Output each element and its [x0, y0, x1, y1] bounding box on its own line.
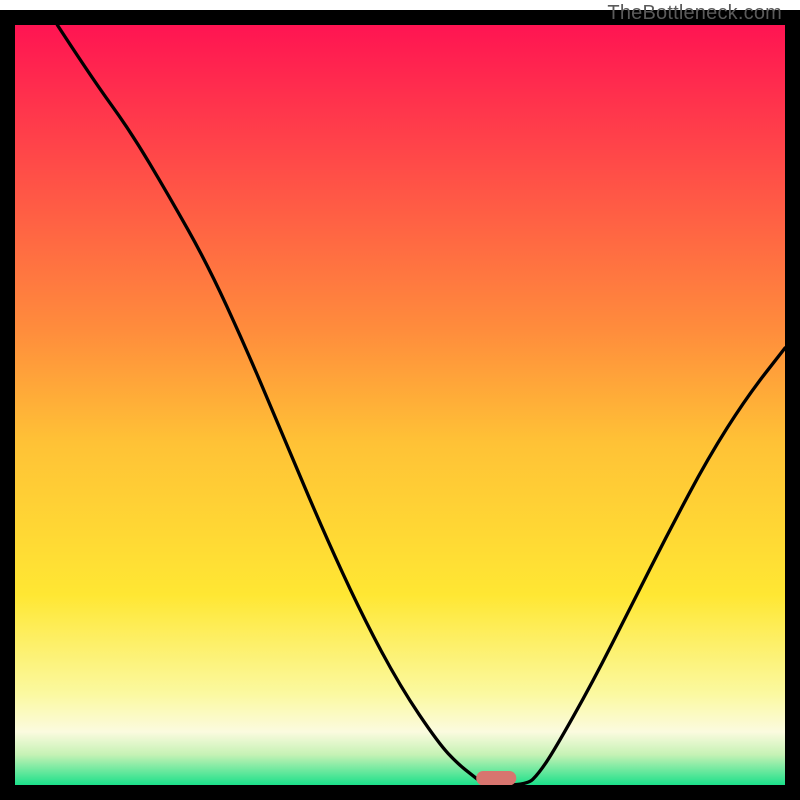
bottleneck-chart — [0, 0, 800, 800]
attribution-text: TheBottleneck.com — [607, 2, 782, 25]
optimum-marker — [476, 771, 516, 785]
plot-background — [15, 25, 785, 785]
chart-container: TheBottleneck.com — [0, 0, 800, 800]
